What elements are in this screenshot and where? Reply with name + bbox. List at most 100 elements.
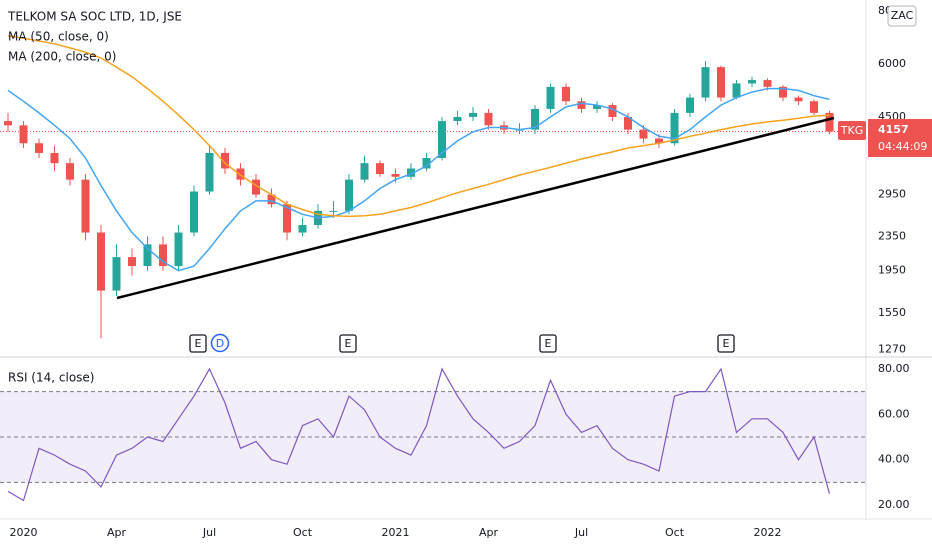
ma-line <box>7 34 830 218</box>
x-tick-label: Apr <box>107 526 127 539</box>
candle-body <box>717 67 725 98</box>
candle-body <box>236 168 245 180</box>
candle-body <box>221 152 229 169</box>
event-marker <box>339 334 357 353</box>
candle-body <box>546 86 555 109</box>
y-tick-label: 80.00 <box>878 362 910 375</box>
rsi-pane <box>0 367 866 502</box>
candle-body <box>97 232 105 291</box>
candle-body <box>252 179 260 195</box>
x-tick-label: Apr <box>479 526 499 539</box>
price-tag <box>868 119 932 157</box>
candle-body <box>298 225 307 233</box>
price-pane <box>0 34 866 339</box>
x-tick-label: 2022 <box>754 526 782 539</box>
candle-body <box>639 129 648 139</box>
candle-body <box>407 168 415 177</box>
candle-body <box>438 121 446 158</box>
x-tick-label: Jul <box>202 526 216 539</box>
candle-body <box>159 244 167 267</box>
rsi-line <box>7 367 831 502</box>
currency-badge[interactable] <box>887 5 917 27</box>
candle-body <box>50 152 59 164</box>
candle-body <box>112 257 121 291</box>
candle-body <box>794 97 803 102</box>
candle-body <box>205 152 214 192</box>
candle-body <box>391 173 400 177</box>
candle-body <box>608 105 617 117</box>
candle-body <box>4 121 12 126</box>
y-tick-label: 6000 <box>878 57 906 70</box>
ma-line <box>7 87 830 272</box>
rsi-title: RSI (14, close) <box>8 371 94 385</box>
x-tick-label: 2021 <box>382 526 410 539</box>
candle-body <box>35 143 43 153</box>
candle-body <box>484 112 493 126</box>
candle-body <box>593 105 601 109</box>
event-label: E <box>345 337 352 350</box>
chart-title: TELKOM SA SOC LTD, 1D, JSE <box>7 10 182 24</box>
event-label: E <box>545 337 552 350</box>
candle-body <box>531 108 539 130</box>
price-label: 4157 <box>878 123 909 136</box>
candle-body <box>670 112 679 144</box>
candle-body <box>825 112 834 132</box>
candle-body <box>562 86 570 102</box>
labels: 127015501950235029504500600080002020AprJ… <box>10 4 932 539</box>
candle-body <box>128 257 136 267</box>
x-tick-label: Oct <box>293 526 313 539</box>
candle-body <box>748 80 756 84</box>
candle-body <box>360 163 369 180</box>
currency: ZAC <box>891 9 914 22</box>
y-tick-label: 1270 <box>878 343 906 356</box>
event-marker <box>717 334 735 353</box>
y-tick-label: 2350 <box>878 229 906 242</box>
candle-body <box>701 67 710 98</box>
trend-line <box>116 116 835 300</box>
candle-body <box>453 116 462 122</box>
candle-body <box>624 116 632 130</box>
y-tick-label: 1550 <box>878 306 906 319</box>
candle-body <box>143 244 152 267</box>
y-tick-label: 40.00 <box>878 453 910 466</box>
candle-body <box>422 157 431 169</box>
candle-body <box>329 210 338 212</box>
candle-body <box>686 97 694 113</box>
candle-body <box>267 194 276 205</box>
candle-body <box>732 83 741 98</box>
event-marker <box>189 334 207 353</box>
candle-body <box>376 163 384 174</box>
event-marker <box>539 334 557 353</box>
candle-body <box>283 204 291 233</box>
candle-body <box>655 138 663 144</box>
candle-body <box>190 191 198 233</box>
y-tick-label: 60.00 <box>878 407 910 420</box>
candle-body <box>577 101 586 109</box>
candle-body <box>763 80 772 87</box>
event-label: D <box>216 337 224 350</box>
symbol-label: TKG <box>840 124 863 137</box>
candle-body <box>19 125 28 144</box>
y-tick-label: 2950 <box>878 188 906 201</box>
x-tick-label: Jul <box>574 526 588 539</box>
legend-entry: MA (200, close, 0) <box>8 50 116 64</box>
x-tick-label: Oct <box>665 526 685 539</box>
symbol-tag <box>838 121 866 140</box>
countdown-label: 04:44:09 <box>878 140 927 153</box>
legend-entry: MA (50, close, 0) <box>8 30 109 44</box>
y-tick-label: 1950 <box>878 264 906 277</box>
candle-body <box>779 86 787 98</box>
event-marker <box>210 333 230 353</box>
candle-body <box>345 179 353 211</box>
candle-body <box>66 163 74 180</box>
y-tick-label: 20.00 <box>878 498 910 511</box>
candle-body <box>81 179 90 233</box>
candle-body <box>469 112 477 117</box>
candle-body <box>174 232 183 267</box>
event-label: E <box>195 337 202 350</box>
candle-body <box>810 101 818 113</box>
x-tick-label: 2020 <box>10 526 38 539</box>
event-label: E <box>723 337 730 350</box>
